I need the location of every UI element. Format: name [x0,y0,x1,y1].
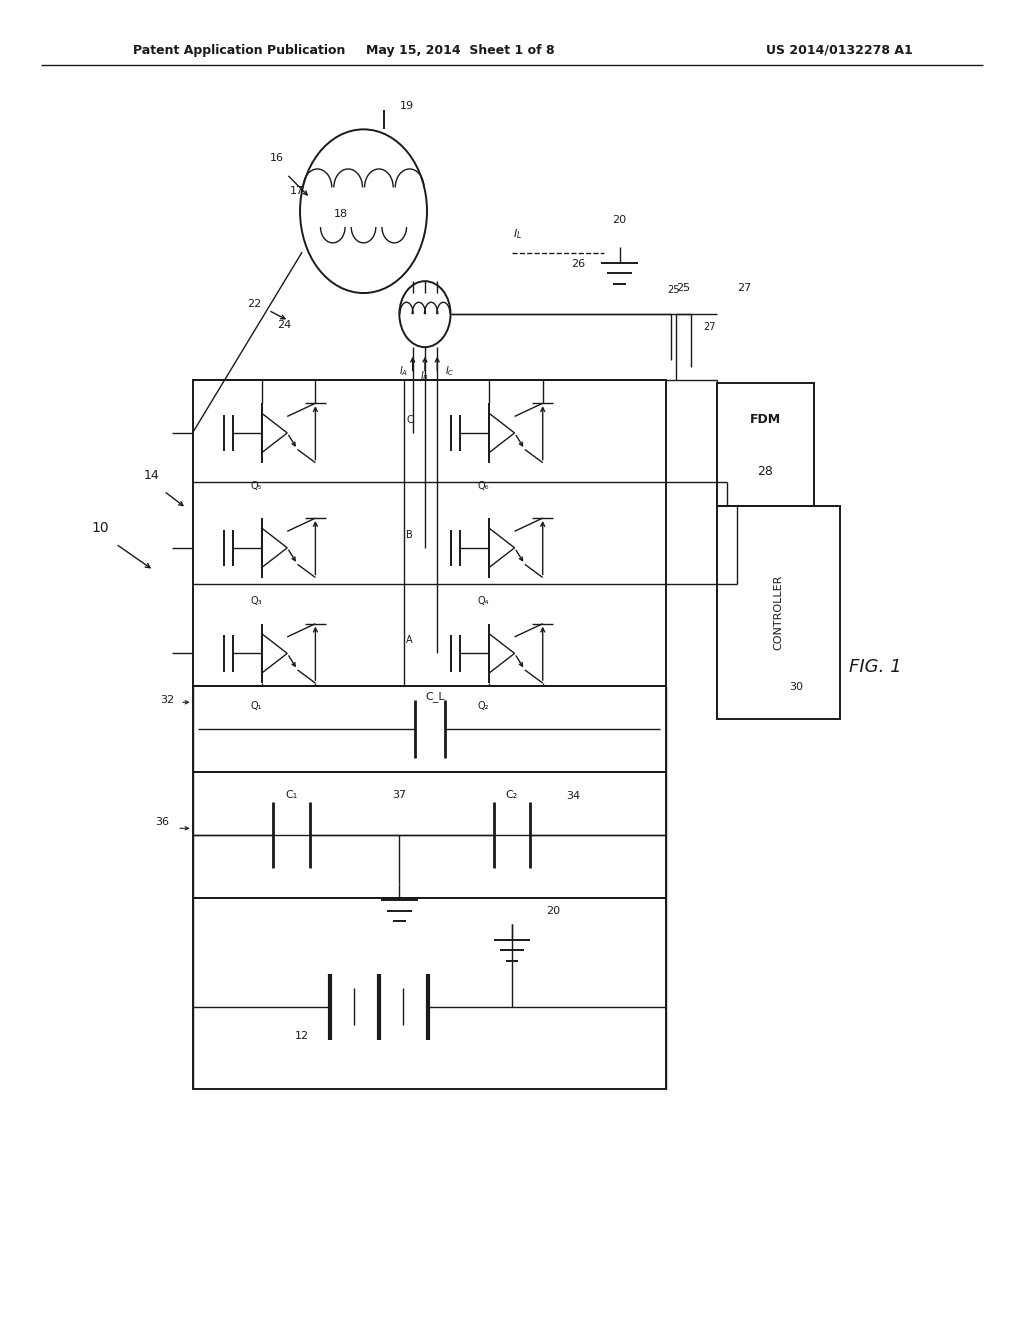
Text: CONTROLLER: CONTROLLER [773,574,783,651]
Text: 30: 30 [790,682,804,692]
Text: 27: 27 [737,282,752,293]
Text: 25: 25 [676,282,690,293]
Text: Q₂: Q₂ [477,701,489,711]
Text: C₂: C₂ [506,791,518,800]
Text: 20: 20 [612,215,627,226]
Text: 10: 10 [91,521,110,535]
Text: 12: 12 [295,1031,309,1040]
Text: $I_B$: $I_B$ [421,370,429,383]
Text: C₁: C₁ [286,791,298,800]
Text: 27: 27 [703,322,716,333]
Text: C_L: C_L [425,690,445,702]
Text: FDM: FDM [750,413,781,426]
Text: 26: 26 [571,259,586,269]
Text: 32: 32 [160,694,174,705]
Text: Patent Application Publication: Patent Application Publication [133,44,345,57]
Text: 34: 34 [566,791,581,801]
Text: 14: 14 [143,469,160,482]
Bar [193,686,666,772]
Text: 28: 28 [758,465,773,478]
Text: 22: 22 [247,298,261,309]
Text: 20: 20 [546,906,560,916]
Bar [717,383,814,506]
Text: US 2014/0132278 A1: US 2014/0132278 A1 [766,44,913,57]
Bar [193,772,666,898]
Text: $I_A$: $I_A$ [398,364,408,378]
Text: Q₅: Q₅ [250,480,262,491]
Text: FIG. 1: FIG. 1 [849,657,902,676]
Text: Q₃: Q₃ [250,595,262,606]
Text: 37: 37 [392,791,407,800]
Text: Q₆: Q₆ [477,480,489,491]
Bar [717,506,840,719]
Text: 36: 36 [155,817,169,826]
Bar [193,380,666,686]
Text: B: B [407,529,413,540]
Text: May 15, 2014  Sheet 1 of 8: May 15, 2014 Sheet 1 of 8 [367,44,555,57]
Text: 17: 17 [290,186,304,197]
Text: C: C [407,414,413,425]
Bar [193,898,666,1089]
Text: Q₄: Q₄ [477,595,489,606]
Text: 16: 16 [269,153,284,164]
Text: Q₁: Q₁ [250,701,262,711]
Text: 19: 19 [399,100,414,111]
Text: A: A [407,635,413,645]
Text: $I_C$: $I_C$ [445,364,455,378]
Text: 18: 18 [334,209,348,219]
Text: $I_L$: $I_L$ [513,227,521,240]
Text: 24: 24 [278,319,292,330]
Text: 25: 25 [668,285,680,296]
